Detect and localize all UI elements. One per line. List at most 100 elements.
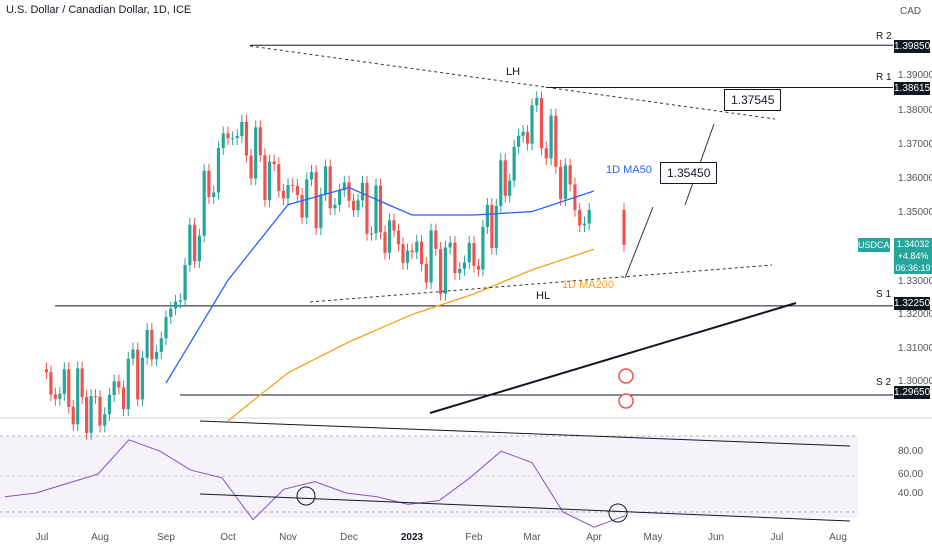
candle-body bbox=[503, 160, 507, 196]
candle-body bbox=[434, 230, 438, 249]
level-value-s1: 1.32250 bbox=[894, 297, 931, 310]
x-tick: Mar bbox=[523, 532, 541, 543]
projection-1 bbox=[624, 206, 654, 279]
last-price: 1.34032 bbox=[896, 239, 930, 249]
currency-label: CAD bbox=[900, 6, 922, 17]
x-tick: 2023 bbox=[400, 532, 424, 543]
level-tag-s2: S 2 bbox=[876, 377, 892, 388]
lower-trendline bbox=[309, 264, 773, 303]
ma200-label: 1D MA200 bbox=[562, 279, 614, 291]
candle-body bbox=[378, 185, 383, 233]
target-callout-2: 1.37545 bbox=[724, 89, 782, 111]
candle-body bbox=[145, 329, 149, 358]
price-tick: 1.39000 bbox=[898, 70, 932, 81]
candle-body bbox=[67, 369, 71, 407]
candle-body bbox=[424, 264, 428, 283]
candle-body bbox=[338, 190, 342, 205]
candle-body bbox=[62, 369, 66, 394]
rsi-line bbox=[4, 439, 626, 528]
candle-body bbox=[549, 115, 553, 159]
x-tick: Sep bbox=[157, 532, 175, 543]
price-tick: 1.35000 bbox=[898, 207, 932, 218]
candle-body bbox=[107, 395, 112, 415]
candle-body bbox=[277, 164, 281, 191]
candle-body bbox=[71, 406, 75, 425]
candle-body bbox=[429, 230, 433, 283]
candle-body bbox=[244, 121, 249, 156]
candle-body bbox=[472, 243, 476, 266]
price-tick: 1.37000 bbox=[898, 139, 932, 150]
higher-low-label: HL bbox=[536, 290, 551, 302]
candle-body bbox=[554, 115, 558, 167]
candle-body bbox=[169, 308, 173, 318]
level-value-r2: 1.39850 bbox=[894, 40, 931, 53]
candle-body bbox=[121, 387, 126, 410]
candle-body bbox=[235, 136, 239, 139]
candle-body bbox=[291, 184, 295, 186]
candle-body bbox=[117, 381, 121, 388]
candle-body bbox=[323, 166, 328, 195]
price-tick: 1.31000 bbox=[898, 343, 932, 354]
candle-body bbox=[578, 209, 582, 226]
candle-body bbox=[415, 241, 419, 253]
upper-trendline bbox=[249, 45, 776, 120]
level-tag-s1: S 1 bbox=[876, 289, 892, 300]
countdown-timer: 06:36:19 bbox=[895, 263, 931, 273]
price-tick: 1.38000 bbox=[898, 105, 932, 116]
candle-body bbox=[383, 232, 387, 253]
candle-body bbox=[342, 182, 346, 191]
candle-body bbox=[328, 166, 332, 209]
candle-body bbox=[173, 301, 178, 309]
candle-body bbox=[419, 241, 424, 265]
candle-body bbox=[150, 329, 154, 360]
candle-body bbox=[164, 317, 168, 339]
x-tick: Jul bbox=[35, 532, 49, 543]
candle-body bbox=[58, 393, 62, 399]
candle-body bbox=[401, 244, 405, 263]
price-stat-box: 1.34032 +4.84% 06:36:19 bbox=[894, 238, 932, 274]
candle-body bbox=[53, 394, 57, 399]
candle-body bbox=[365, 182, 369, 234]
symbol-tag: USDCAD bbox=[858, 238, 897, 252]
candle-body bbox=[98, 396, 102, 426]
x-tick: Nov bbox=[279, 532, 297, 543]
x-tick: Apr bbox=[586, 532, 602, 543]
candle-body bbox=[272, 161, 276, 165]
ma50-line bbox=[165, 186, 595, 384]
candle-body bbox=[356, 200, 360, 211]
candle-body bbox=[188, 224, 192, 265]
candle-body bbox=[89, 396, 93, 433]
candle-body bbox=[249, 155, 253, 179]
candle-body bbox=[226, 133, 230, 139]
candle-body bbox=[207, 170, 211, 197]
candle-body bbox=[462, 262, 467, 269]
candle-body bbox=[178, 300, 182, 302]
candle-body bbox=[539, 98, 544, 149]
candle-body bbox=[76, 368, 80, 425]
candle-body bbox=[258, 127, 262, 156]
candle-body bbox=[309, 171, 314, 180]
candle-body bbox=[85, 396, 89, 433]
candle-body bbox=[544, 148, 548, 159]
candle-body bbox=[193, 224, 197, 262]
rsi-lower-channel bbox=[199, 493, 851, 522]
x-tick: Aug bbox=[829, 532, 847, 543]
candle-body bbox=[517, 135, 521, 147]
candle-body bbox=[202, 170, 206, 236]
candle-body bbox=[499, 160, 503, 206]
candle-body bbox=[535, 98, 539, 106]
candle-body bbox=[240, 121, 244, 137]
price-tick: 1.36000 bbox=[898, 173, 932, 184]
candle-body bbox=[231, 138, 235, 140]
level-tag-r1: R 1 bbox=[876, 72, 892, 83]
x-tick: Aug bbox=[91, 532, 109, 543]
candle-body bbox=[387, 220, 392, 253]
ma50-label: 1D MA50 bbox=[606, 164, 652, 176]
candle-body bbox=[333, 204, 337, 209]
price-tick: 1.33000 bbox=[898, 276, 932, 287]
candle-body bbox=[103, 414, 107, 426]
rsi-upper-channel bbox=[199, 420, 851, 447]
candle-body bbox=[587, 209, 591, 224]
